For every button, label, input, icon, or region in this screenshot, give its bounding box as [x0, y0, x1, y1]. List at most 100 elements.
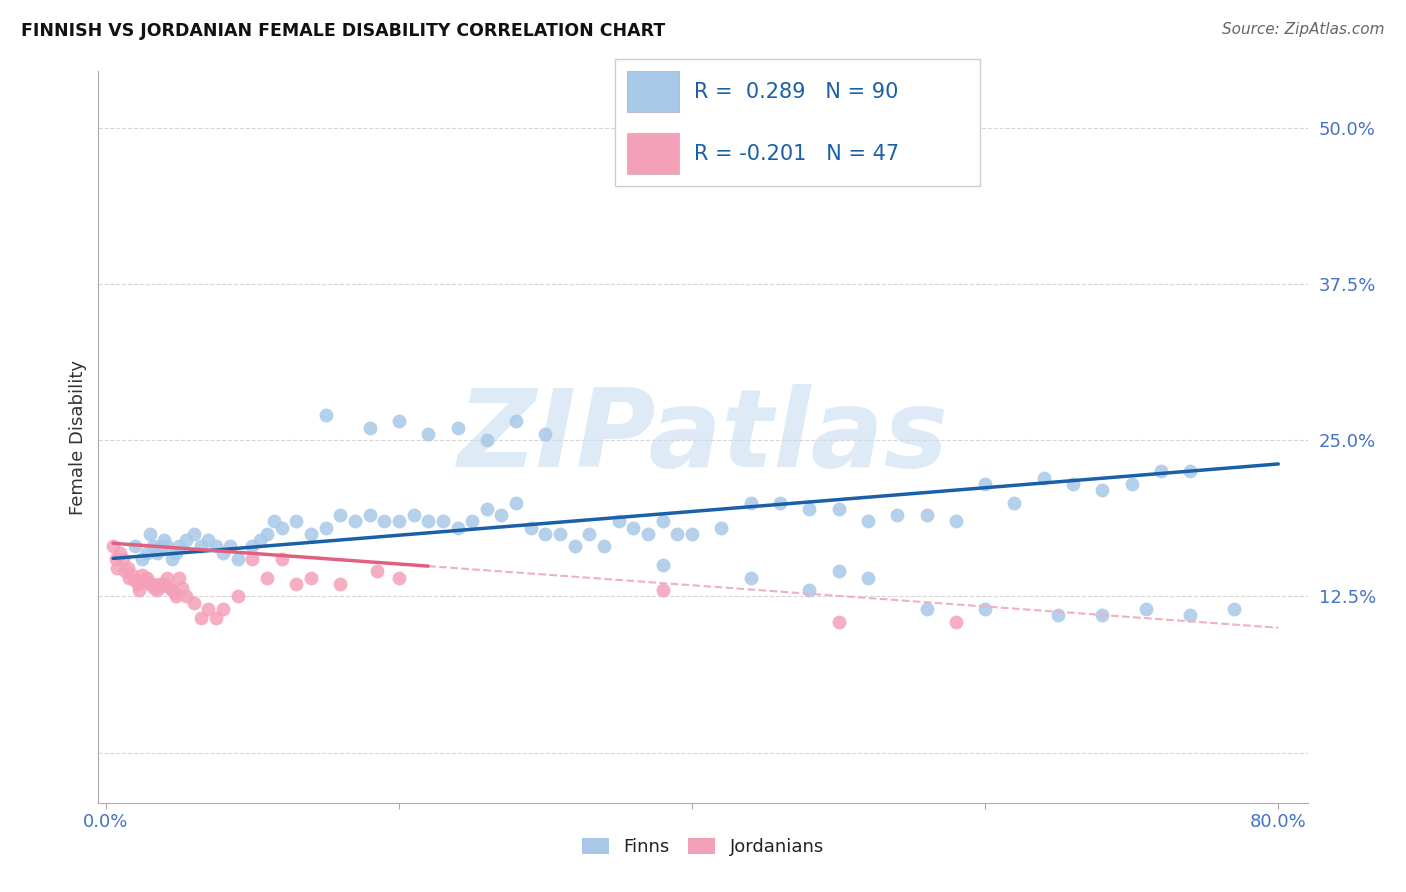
Point — [1180, 465, 1202, 479]
Point — [176, 533, 198, 548]
Point — [593, 540, 616, 554]
Point — [150, 580, 173, 594]
Point — [135, 546, 157, 560]
Point — [402, 508, 425, 523]
Point — [156, 571, 179, 585]
Point — [1062, 477, 1084, 491]
Point — [578, 527, 600, 541]
Point — [388, 414, 411, 428]
Point — [176, 590, 198, 604]
Point — [226, 590, 249, 604]
Point — [163, 586, 186, 600]
Point — [219, 540, 242, 554]
Point — [1121, 477, 1143, 491]
Point — [124, 573, 146, 587]
Point — [149, 577, 172, 591]
Point — [651, 515, 673, 529]
Point — [112, 552, 135, 566]
Point — [681, 527, 703, 541]
Point — [446, 420, 468, 434]
Point — [651, 583, 673, 598]
Point — [131, 552, 153, 566]
Point — [135, 571, 157, 585]
Point — [150, 540, 173, 554]
Point — [418, 426, 440, 441]
Point — [359, 420, 381, 434]
Point — [212, 602, 235, 616]
Bar — [627, 133, 679, 175]
Point — [315, 521, 337, 535]
Point — [446, 521, 468, 535]
Point — [110, 546, 132, 560]
Point — [1032, 471, 1054, 485]
Point — [366, 565, 388, 579]
Point — [117, 560, 139, 574]
Point — [156, 540, 179, 554]
Point — [299, 571, 322, 585]
Point — [249, 533, 271, 548]
Point — [131, 568, 153, 582]
Point — [138, 527, 160, 541]
Point — [165, 546, 187, 560]
Point — [107, 560, 129, 574]
Point — [1091, 608, 1114, 623]
Point — [204, 540, 226, 554]
Point — [159, 581, 181, 595]
Point — [343, 515, 366, 529]
Point — [270, 521, 292, 535]
Point — [505, 496, 527, 510]
Point — [146, 583, 169, 598]
Point — [101, 540, 124, 554]
Point — [240, 540, 263, 554]
Point — [373, 515, 395, 529]
Point — [856, 571, 879, 585]
Point — [607, 515, 630, 529]
Point — [329, 508, 352, 523]
Point — [621, 521, 644, 535]
Point — [827, 615, 849, 629]
Point — [886, 508, 908, 523]
Point — [475, 434, 498, 448]
Point — [329, 577, 352, 591]
Point — [432, 515, 454, 529]
Point — [461, 515, 484, 529]
Point — [945, 615, 967, 629]
Point — [799, 583, 821, 598]
Point — [388, 515, 411, 529]
Point — [153, 577, 176, 591]
Point — [127, 577, 149, 591]
Point — [548, 527, 571, 541]
Point — [1135, 602, 1157, 616]
Point — [1180, 608, 1202, 623]
Point — [1047, 608, 1070, 623]
Point — [160, 583, 183, 598]
Legend: Finns, Jordanians: Finns, Jordanians — [575, 830, 831, 863]
Point — [299, 527, 322, 541]
Point — [315, 408, 337, 422]
Point — [134, 573, 156, 587]
Point — [534, 426, 557, 441]
Point — [240, 552, 263, 566]
Point — [256, 571, 278, 585]
Point — [637, 527, 659, 541]
Y-axis label: Female Disability: Female Disability — [69, 359, 87, 515]
Point — [418, 515, 440, 529]
Point — [388, 571, 411, 585]
Point — [505, 414, 527, 428]
Point — [121, 568, 143, 582]
Point — [204, 611, 226, 625]
Point — [212, 546, 235, 560]
Point — [915, 602, 938, 616]
Point — [475, 502, 498, 516]
Point — [285, 577, 308, 591]
Text: R = -0.201   N = 47: R = -0.201 N = 47 — [693, 144, 898, 164]
Point — [197, 533, 219, 548]
Point — [666, 527, 689, 541]
Point — [167, 571, 190, 585]
Point — [740, 496, 762, 510]
Point — [827, 565, 849, 579]
Point — [974, 602, 997, 616]
Point — [520, 521, 543, 535]
Point — [105, 552, 128, 566]
Text: R =  0.289   N = 90: R = 0.289 N = 90 — [693, 81, 898, 102]
